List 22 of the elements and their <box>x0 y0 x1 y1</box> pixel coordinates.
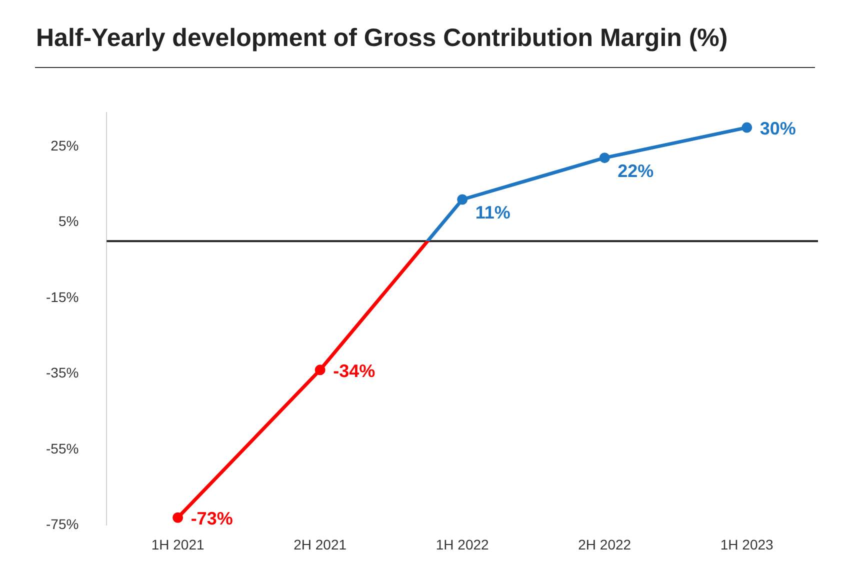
data-label: 11% <box>475 202 510 222</box>
point <box>599 152 610 164</box>
y-tick-label: -75% <box>46 516 79 532</box>
point <box>457 194 468 205</box>
point <box>314 364 326 376</box>
x-tick-label: 1H 2021 <box>151 536 204 552</box>
data-label: -34% <box>333 360 376 381</box>
data-label: 22% <box>618 160 654 181</box>
y-tick-label: -15% <box>46 288 79 305</box>
data-label: -73% <box>190 508 233 529</box>
x-tick-label: 2H 2022 <box>578 536 632 552</box>
point <box>742 122 752 133</box>
y-tick-label: -35% <box>46 364 79 381</box>
y-tick-label: -55% <box>46 440 79 456</box>
point <box>172 512 184 523</box>
chart-title: Half-Yearly development of Gross Contribution Margin (%) <box>35 23 729 54</box>
y-tick-label: 5% <box>58 213 79 230</box>
y-tick-label: 25% <box>50 137 79 154</box>
x-tick-label: 1H 2023 <box>720 536 774 552</box>
x-tick-label: 1H 2022 <box>436 536 490 552</box>
data-label: 30% <box>760 118 796 139</box>
x-tick-label: 2H 2021 <box>294 536 347 552</box>
